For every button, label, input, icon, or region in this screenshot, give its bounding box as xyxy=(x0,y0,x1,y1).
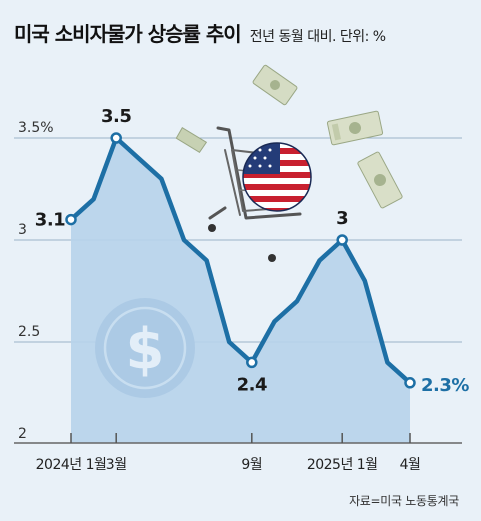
data-label: 3.1 xyxy=(35,210,65,231)
data-label: 3.5 xyxy=(101,106,131,127)
y-tick-label: 2.5 xyxy=(18,324,40,340)
data-label: 3 xyxy=(336,208,348,229)
source-note: 자료=미국 노동통계국 xyxy=(349,494,459,508)
x-tick-label: 4월 xyxy=(400,457,421,473)
banknote-icon xyxy=(252,64,298,106)
banknote-icon xyxy=(357,151,403,209)
x-tick-label: 2024년 1월 xyxy=(36,457,107,473)
y-tick-label: 3 xyxy=(18,222,27,238)
cart-wheel-icon xyxy=(268,254,276,262)
data-label: 2.4 xyxy=(237,374,267,395)
dollar-coin-icon: $ xyxy=(95,298,195,398)
label-layer: 3.1 3.5 2.4 3 2.3% xyxy=(35,106,470,396)
chart-title: 미국 소비자물가 상승률 추이 xyxy=(14,22,242,46)
line-layer xyxy=(68,135,413,386)
banknote-icon xyxy=(175,127,208,153)
x-tick-label: 9월 xyxy=(241,457,262,473)
data-point-marker xyxy=(110,132,122,144)
svg-text:$: $ xyxy=(126,317,165,382)
x-tick-label: 2025년 1월 xyxy=(307,457,378,473)
series-line xyxy=(68,135,413,386)
y-tick-label: 2 xyxy=(18,426,27,442)
data-point-marker xyxy=(246,356,258,369)
y-tick-label: 3.5% xyxy=(18,120,54,136)
banknote-icon xyxy=(326,110,384,146)
data-point-marker xyxy=(336,234,348,246)
axis-layer: 3.5% 3 2.5 2 2024년 1월 3월 9월 2025년 1월 4월 xyxy=(14,120,462,473)
cart-wheel-icon xyxy=(208,224,216,232)
data-label: 2.3% xyxy=(421,375,469,396)
data-point-marker xyxy=(65,213,77,226)
chart-subtitle: 전년 동월 대비. 단위: % xyxy=(249,29,386,45)
chart-header: 미국 소비자물가 상승률 추이 전년 동월 대비. 단위: % xyxy=(14,18,386,47)
data-point-marker xyxy=(404,377,416,389)
point-layer xyxy=(65,132,416,389)
x-tick-label: 3월 xyxy=(106,457,127,473)
